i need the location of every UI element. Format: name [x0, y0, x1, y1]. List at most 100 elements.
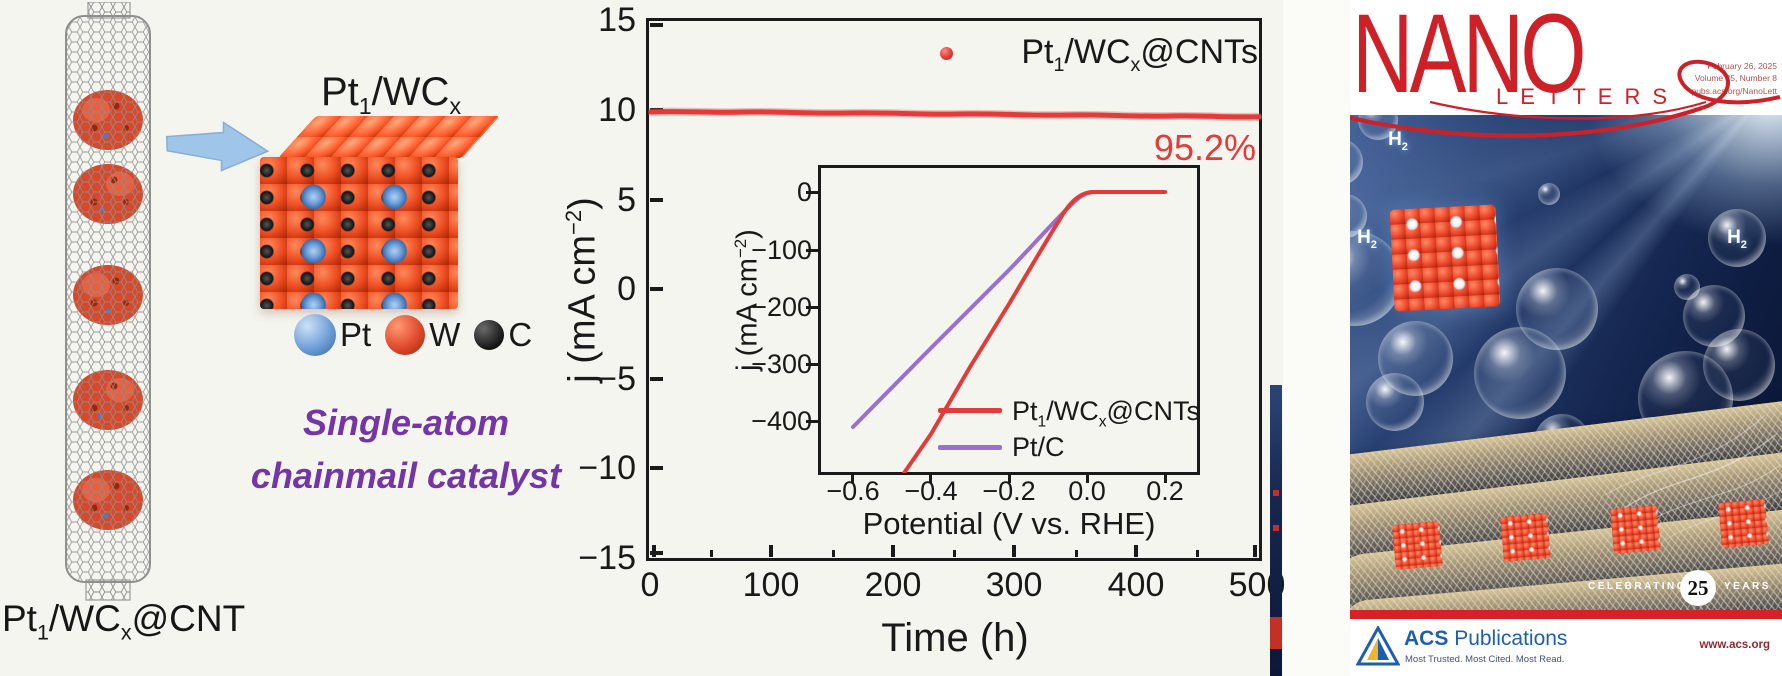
- inset-y-tick-label: −200: [751, 292, 812, 322]
- y-tick-label: 15: [598, 1, 636, 39]
- carbon-nanotube-illustration: [65, 2, 151, 601]
- x-minor-tick: [832, 550, 835, 557]
- anniversary-25-badge: 25: [1680, 570, 1716, 606]
- x-tick-label: 400: [1107, 566, 1165, 604]
- encapsulated-cluster-art: [1610, 505, 1661, 554]
- main-plot-frame: [646, 18, 1262, 561]
- cnt-lattice: [66, 16, 150, 582]
- pt-atom-icon: [294, 314, 336, 356]
- main-x-axis-label: Time (h): [881, 616, 1029, 660]
- x-minor-tick: [953, 550, 956, 557]
- w-atom-label: W: [429, 316, 461, 353]
- caption-line-2: chainmail catalyst: [250, 455, 562, 496]
- y-tick-mark: [650, 198, 663, 202]
- y-tick-label: 0: [617, 270, 636, 308]
- x-tick-mark: [652, 545, 656, 557]
- x-tick-label: 300: [985, 566, 1043, 604]
- inset-x-tick-mark: [1086, 473, 1089, 483]
- y-tick-mark: [650, 23, 663, 27]
- x-tick-label: 100: [742, 566, 800, 604]
- inset-y-tick-label: −300: [751, 349, 812, 379]
- catalyst-cluster-art: [1389, 204, 1501, 312]
- inset-y-tick-mark: [806, 249, 818, 252]
- inset-legend-label-1: Pt1/WCx@CNTs: [1012, 396, 1200, 431]
- bubble: [1350, 139, 1363, 185]
- masthead-issue-info: February 26, 2025 Volume 25, Number 8 pu…: [1691, 60, 1777, 97]
- sliver-red-dot: [1273, 525, 1279, 531]
- masthead-title: NANO: [1352, 0, 1587, 116]
- y-tick-label: 5: [617, 181, 636, 219]
- issue-volume: Volume 25, Number 8: [1694, 73, 1777, 84]
- x-minor-tick: [710, 550, 713, 557]
- crystal-top-face: [278, 116, 500, 158]
- masthead-swoosh: [1350, 59, 1781, 138]
- x-minor-tick: [1075, 550, 1078, 557]
- x-minor-tick: [1196, 550, 1199, 557]
- h2-molecule-label: H2: [1727, 227, 1747, 251]
- masthead-subtitle: LETTERS: [1496, 84, 1680, 109]
- y-tick-label: −10: [578, 449, 636, 487]
- acs-logo-icon: [1356, 626, 1400, 666]
- cover-artwork: H2 H2 H2 CELEBRATING 25 YEARS: [1350, 115, 1782, 612]
- ptc-curve: [851, 190, 1167, 429]
- cnt-formula-label: Pt1/WCx@CNT: [2, 598, 246, 645]
- x-tick-mark: [1012, 545, 1016, 557]
- sliver-red-dot: [1273, 490, 1279, 496]
- y-tick-mark: [650, 287, 663, 291]
- inset-y-tick-mark: [806, 191, 818, 194]
- inset-plot-frame: [818, 165, 1200, 475]
- inset-legend-label-2: Pt/C: [1012, 432, 1065, 462]
- celebrating-label: CELEBRATING: [1588, 581, 1687, 592]
- pt1wcx-curve: [902, 190, 1167, 473]
- atom-color-legend: Pt W C: [294, 312, 546, 358]
- inset-x-tick-mark: [851, 473, 854, 483]
- main-legend-label: Pt1/WCx@CNTs: [1021, 33, 1258, 76]
- c-atom-icon: [474, 320, 505, 350]
- sliver-red-band: [1270, 617, 1282, 649]
- y-tick-label: 10: [598, 91, 636, 129]
- inset-x-tick-mark: [929, 473, 932, 483]
- acs-tagline: Most Trusted. Most Cited. Most Read.: [1405, 654, 1565, 665]
- bubble: [1474, 327, 1566, 419]
- w-atom-icon: [385, 315, 426, 355]
- y-tick-mark: [650, 466, 663, 470]
- x-tick-label: 200: [864, 566, 922, 604]
- inset-y-tick-label: −400: [751, 406, 812, 436]
- retention-annotation: 95.2%: [1153, 127, 1256, 168]
- legend-marker-dot: [940, 47, 953, 60]
- x-tick-mark: [769, 545, 773, 557]
- cnt-outline: [65, 15, 151, 583]
- encapsulated-cluster-art: [1500, 513, 1551, 562]
- polarization-curves: [851, 190, 1167, 473]
- chainmail-caption: Single-atom chainmail catalyst: [238, 396, 574, 502]
- arrow-icon: [166, 121, 270, 172]
- h2-molecule-label: H2: [1357, 227, 1377, 251]
- inset-y-tick-mark: [806, 420, 818, 423]
- inset-y-tick-label: −100: [751, 235, 812, 265]
- crystal-structure-model: [260, 114, 500, 312]
- h2-molecule-label: H2: [1388, 129, 1408, 153]
- inset-y-tick-mark: [806, 306, 818, 309]
- x-tick-mark: [1134, 545, 1138, 557]
- x-tick-mark: [891, 545, 895, 557]
- main-y-axis-label: j (mA cm−2): [560, 197, 604, 383]
- y-tick-label: −5: [597, 360, 636, 398]
- inset-legend-line-red: [938, 408, 1002, 413]
- y-tick-mark: [650, 377, 663, 381]
- x-tick-mark: [1253, 545, 1257, 557]
- model-formula-title: Pt1/WCx: [320, 70, 462, 119]
- footer-red-rule: [1350, 610, 1782, 619]
- inset-y-tick-mark: [806, 363, 818, 366]
- inset-x-tick-mark: [1164, 473, 1167, 483]
- crystal-front-face: [260, 157, 458, 309]
- encapsulated-cluster-art: [1718, 499, 1769, 548]
- years-label: YEARS: [1724, 581, 1771, 592]
- cropped-image-sliver: [1270, 385, 1282, 676]
- inset-legend-line-purple: [938, 445, 1002, 450]
- inset-x-tick-mark: [1008, 473, 1011, 483]
- caption-line-1: Single-atom: [302, 402, 509, 443]
- bubble: [1366, 373, 1424, 431]
- inset-y-tick-label: 0: [796, 177, 812, 207]
- inset-x-axis-label: Potential (V vs. RHE): [862, 506, 1156, 541]
